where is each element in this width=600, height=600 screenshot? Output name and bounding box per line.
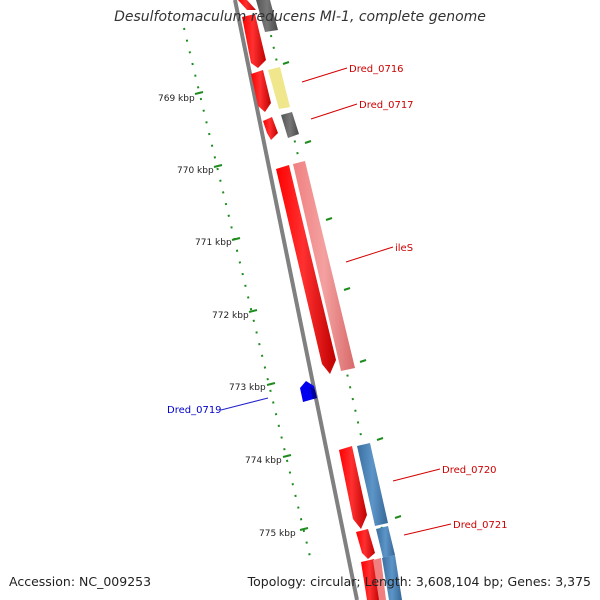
gene-label-iles[interactable]: ileS xyxy=(395,243,413,254)
genome-backbone xyxy=(233,0,359,600)
gene-label-dred-0721[interactable]: Dred_0721 xyxy=(453,520,508,531)
gene-block xyxy=(242,14,266,68)
gene-block xyxy=(373,558,386,600)
gene-dred-0716-partner xyxy=(268,67,290,109)
gene-dred-0717-arrow xyxy=(263,117,278,140)
outer-tick xyxy=(325,217,333,221)
outer-tick xyxy=(343,287,351,291)
outer-ticks xyxy=(282,61,402,519)
outer-tick xyxy=(376,437,384,441)
gene-dred-0720-leader xyxy=(392,468,441,482)
gene-block xyxy=(256,0,278,32)
tick-mark xyxy=(282,454,292,458)
gene-dred-0719-leader xyxy=(220,397,269,411)
tick-label: 774 kbp xyxy=(245,456,282,466)
gene-label-dred-0720[interactable]: Dred_0720 xyxy=(442,465,497,476)
gene-block xyxy=(238,0,256,10)
tick-label: 771 kbp xyxy=(195,238,232,248)
ruler-line xyxy=(183,27,313,566)
genome-summary: Topology: circular; Length: 3,608,104 bp… xyxy=(247,574,591,589)
gene-dred-0721-partner xyxy=(376,526,395,558)
gene-dred-0719-shade xyxy=(310,386,317,399)
gene-label-dred-0717[interactable]: Dred_0717 xyxy=(359,100,414,111)
outer-tick xyxy=(394,515,402,519)
gene-block xyxy=(382,555,402,600)
tick-mark xyxy=(299,527,309,531)
accession-label: Accession: NC_009253 xyxy=(9,574,152,589)
gene-dred-0720-arrow xyxy=(339,446,367,529)
outer-tick xyxy=(359,359,367,363)
tick-mark xyxy=(231,237,241,241)
gene-label-dred-0719[interactable]: Dred_0719 xyxy=(167,405,222,416)
gene-dred-0716-leader xyxy=(301,67,348,83)
tick-label: 773 kbp xyxy=(229,383,266,393)
gene-label-dred-0716[interactable]: Dred_0716 xyxy=(349,64,404,75)
gene-dred-0716-arrow xyxy=(251,70,271,112)
tick-label: 775 kbp xyxy=(259,529,296,539)
outer-tick xyxy=(282,61,290,65)
gene-iles-rna xyxy=(293,161,355,371)
map-title: Desulfotomaculum reducens MI-1, complete… xyxy=(114,9,486,25)
tick-mark xyxy=(213,164,223,168)
tick-mark xyxy=(194,91,204,95)
gene-dred-0721-leader xyxy=(403,523,452,536)
tick-label: 769 kbp xyxy=(158,94,195,104)
gene-dred-0717-leader xyxy=(310,103,358,120)
gene-dred-0720-partner xyxy=(357,443,388,526)
gene-iles-leader xyxy=(345,246,394,263)
ruler-ticks xyxy=(194,91,309,531)
tick-mark xyxy=(266,382,276,386)
tick-label: 772 kbp xyxy=(212,311,249,321)
gene-iles-arrow xyxy=(276,165,336,374)
gene-dred-0717-partner xyxy=(281,112,299,138)
outer-tick xyxy=(304,140,312,144)
tick-label: 770 kbp xyxy=(177,166,214,176)
tick-mark xyxy=(248,309,258,313)
gene-dred-0721-arrow xyxy=(356,529,375,559)
